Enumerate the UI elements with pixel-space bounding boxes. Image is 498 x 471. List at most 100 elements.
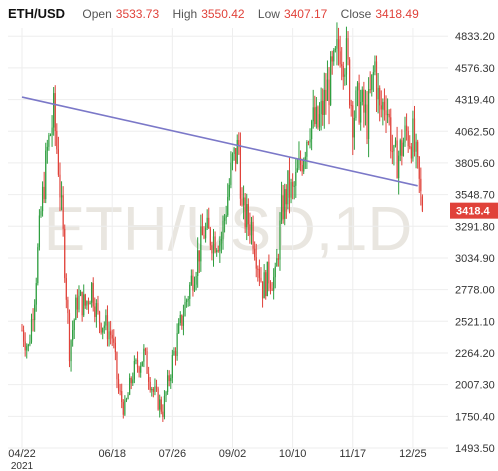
y-tick-label: 4576.30 xyxy=(455,63,495,75)
candle-body xyxy=(133,360,135,380)
candle-body xyxy=(81,291,83,316)
candle-body xyxy=(75,297,77,320)
candle-body xyxy=(247,204,249,225)
candle-body xyxy=(168,375,170,382)
candle-body xyxy=(76,297,78,310)
candle-body xyxy=(228,184,230,197)
candle-body xyxy=(377,87,379,100)
candle-body xyxy=(265,272,267,296)
candle-body xyxy=(363,89,365,113)
candle-body xyxy=(284,189,286,220)
candle-body xyxy=(26,346,28,351)
candle-body xyxy=(361,89,363,102)
x-tick-label: 09/02 xyxy=(219,448,247,460)
candle-body xyxy=(241,198,243,206)
x-tick-label: 10/10 xyxy=(279,448,307,460)
open-value: 3533.73 xyxy=(115,7,160,21)
candle-body xyxy=(170,378,172,382)
symbol-label: ETH/USD xyxy=(8,6,66,21)
x-tick-label: 07/26 xyxy=(159,448,187,460)
candle-body xyxy=(60,195,63,198)
last-price-tag: 3418.4 xyxy=(456,206,491,218)
high-label: High xyxy=(172,7,198,21)
candle-body xyxy=(331,56,333,62)
y-tick-label: 2521.10 xyxy=(455,316,495,328)
candle-body xyxy=(386,113,389,116)
candle-body xyxy=(59,174,61,198)
candle-body xyxy=(165,391,167,396)
candle-body xyxy=(334,48,336,50)
candle-body xyxy=(178,322,180,334)
candle-body xyxy=(231,154,234,163)
candle-body xyxy=(323,89,325,115)
candle-body xyxy=(203,235,205,239)
candle-body xyxy=(32,319,34,321)
candle-body xyxy=(56,130,58,150)
candle-body xyxy=(347,38,349,60)
candle-body xyxy=(263,272,265,299)
candle-body xyxy=(206,217,208,228)
candle-body xyxy=(51,127,53,136)
candle-body xyxy=(40,211,42,216)
candle-body xyxy=(382,101,384,110)
y-tick-label: 4833.20 xyxy=(455,31,495,43)
candle-body xyxy=(353,117,355,138)
candle-body xyxy=(390,117,392,152)
candle-body xyxy=(298,157,300,169)
candle-body xyxy=(220,239,223,241)
candle-body xyxy=(342,66,344,77)
candle-body xyxy=(306,142,308,157)
candle-body xyxy=(121,391,123,403)
candle-body xyxy=(276,258,278,267)
y-tick-label: 2264.20 xyxy=(455,348,495,360)
candle-body xyxy=(78,295,80,310)
trendline xyxy=(21,96,418,187)
candle-body xyxy=(372,72,374,75)
candle-body xyxy=(410,146,412,159)
candle-body xyxy=(22,330,25,342)
candle-body xyxy=(122,402,124,415)
candle-body xyxy=(214,236,216,253)
candle-body xyxy=(280,195,283,221)
candle-body xyxy=(287,170,289,205)
candle-body xyxy=(83,294,85,316)
candle-body xyxy=(41,186,44,212)
candle-body xyxy=(111,334,113,339)
candle-body xyxy=(209,228,211,246)
candle-body xyxy=(274,266,276,278)
candle-body xyxy=(193,284,196,291)
candle-body xyxy=(391,151,393,153)
candle-body xyxy=(388,113,390,118)
candle-body xyxy=(260,277,262,282)
y-tick-label: 4319.40 xyxy=(455,95,495,107)
candle-body xyxy=(29,341,31,345)
candle-body xyxy=(401,140,403,156)
candle-body xyxy=(326,79,329,101)
candle-body xyxy=(336,39,338,49)
candle-body xyxy=(254,248,256,258)
candle-body xyxy=(418,156,420,179)
candle-body xyxy=(266,261,268,296)
candle-body xyxy=(21,330,23,332)
candle-body xyxy=(181,314,183,326)
candle-body xyxy=(173,351,175,355)
candle-body xyxy=(152,388,154,392)
candle-body xyxy=(154,386,156,392)
candle-body xyxy=(84,294,86,306)
candle-body xyxy=(295,171,297,186)
candle-body xyxy=(67,299,69,314)
candle-body xyxy=(412,118,414,159)
candle-body xyxy=(103,325,105,328)
candle-body xyxy=(97,303,99,312)
x-year-label: 2021 xyxy=(11,461,34,471)
candle-body xyxy=(249,224,251,236)
candle-body xyxy=(380,105,382,110)
candle-body xyxy=(102,327,104,333)
candle-body xyxy=(273,277,275,291)
candle-body xyxy=(160,399,162,412)
candle-body xyxy=(140,366,142,373)
candle-body xyxy=(100,323,102,333)
candle-body xyxy=(49,135,52,137)
candle-body xyxy=(119,390,121,392)
